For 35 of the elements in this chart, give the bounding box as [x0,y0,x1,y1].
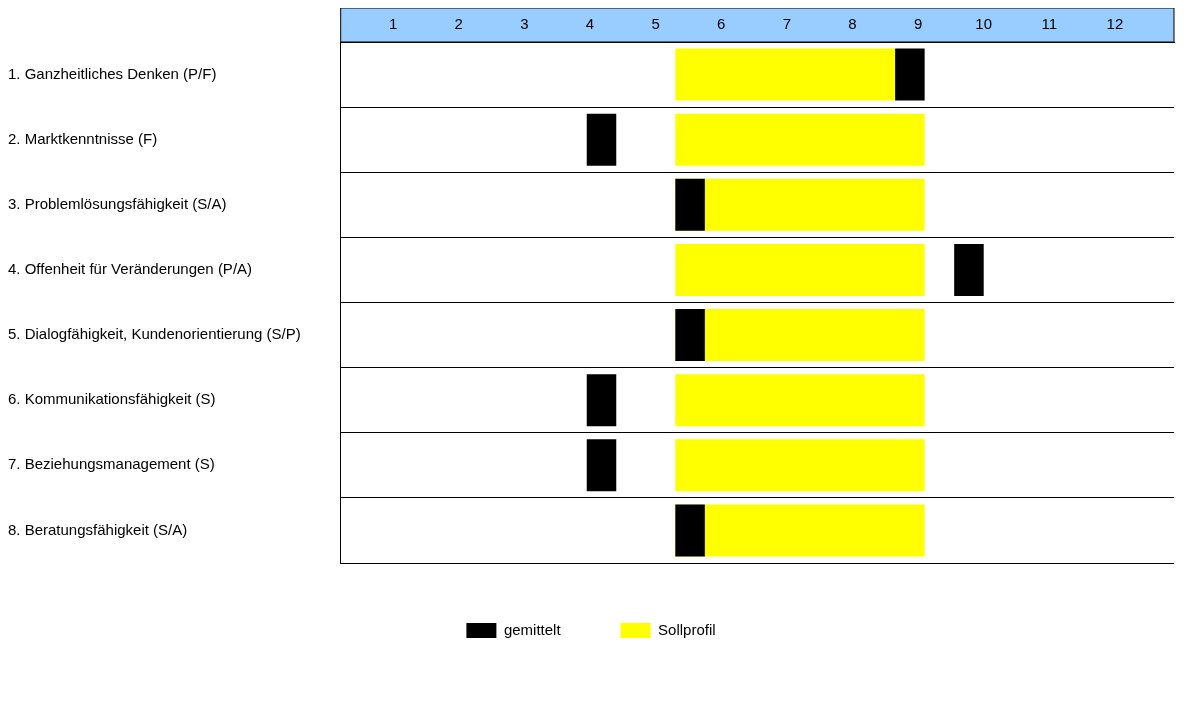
bar [675,178,705,231]
x-tick-label: 10 [975,15,993,33]
x-tick-label: 7 [782,15,792,33]
bar [675,243,925,296]
x-tick-label: 1 [389,15,398,33]
legend-label: gemittelt [503,620,562,638]
y-tick-label: 5. Dialogfähigkeit, Kundenorientierung (S/P) [8,325,301,343]
x-tick-label: 11 [1041,15,1058,33]
bar [675,309,705,362]
bar [586,439,617,492]
y-tick-label: 8. Beratungsfähigkeit (S/A) [8,520,188,538]
bar [675,48,896,101]
y-tick-label: 3. Problemlösungsfähigkeit (S/A) [8,194,227,212]
bar [895,48,925,101]
x-tick-label: 2 [454,15,463,33]
y-tick-label: 1. Ganzheitliches Denken (P/F) [8,64,217,82]
x-tick-label: 12 [1106,15,1124,33]
bar [675,504,705,557]
bar [586,113,617,166]
y-tick-label: 4. Offenheit für Veränderungen (P/A) [8,260,253,278]
x-tick-label: 3 [520,15,529,33]
bar [675,439,925,492]
bar [675,113,925,166]
bar [586,374,617,427]
x-tick-label: 8 [848,15,857,33]
x-tick-label: 5 [651,15,660,33]
legend-label: Sollprofil [658,620,716,638]
y-tick-label: 6. Kommunikationsfähigkeit (S) [8,390,216,408]
y-tick-label: 7. Beziehungsmanagement (S) [8,455,215,473]
x-tick-label: 6 [717,15,726,33]
x-tick-label: 4 [585,15,595,33]
y-tick-label: 2. Marktkenntnisse (F) [8,129,158,147]
x-tick-label: 9 [913,15,923,33]
bar [954,243,984,296]
bar [675,374,925,427]
